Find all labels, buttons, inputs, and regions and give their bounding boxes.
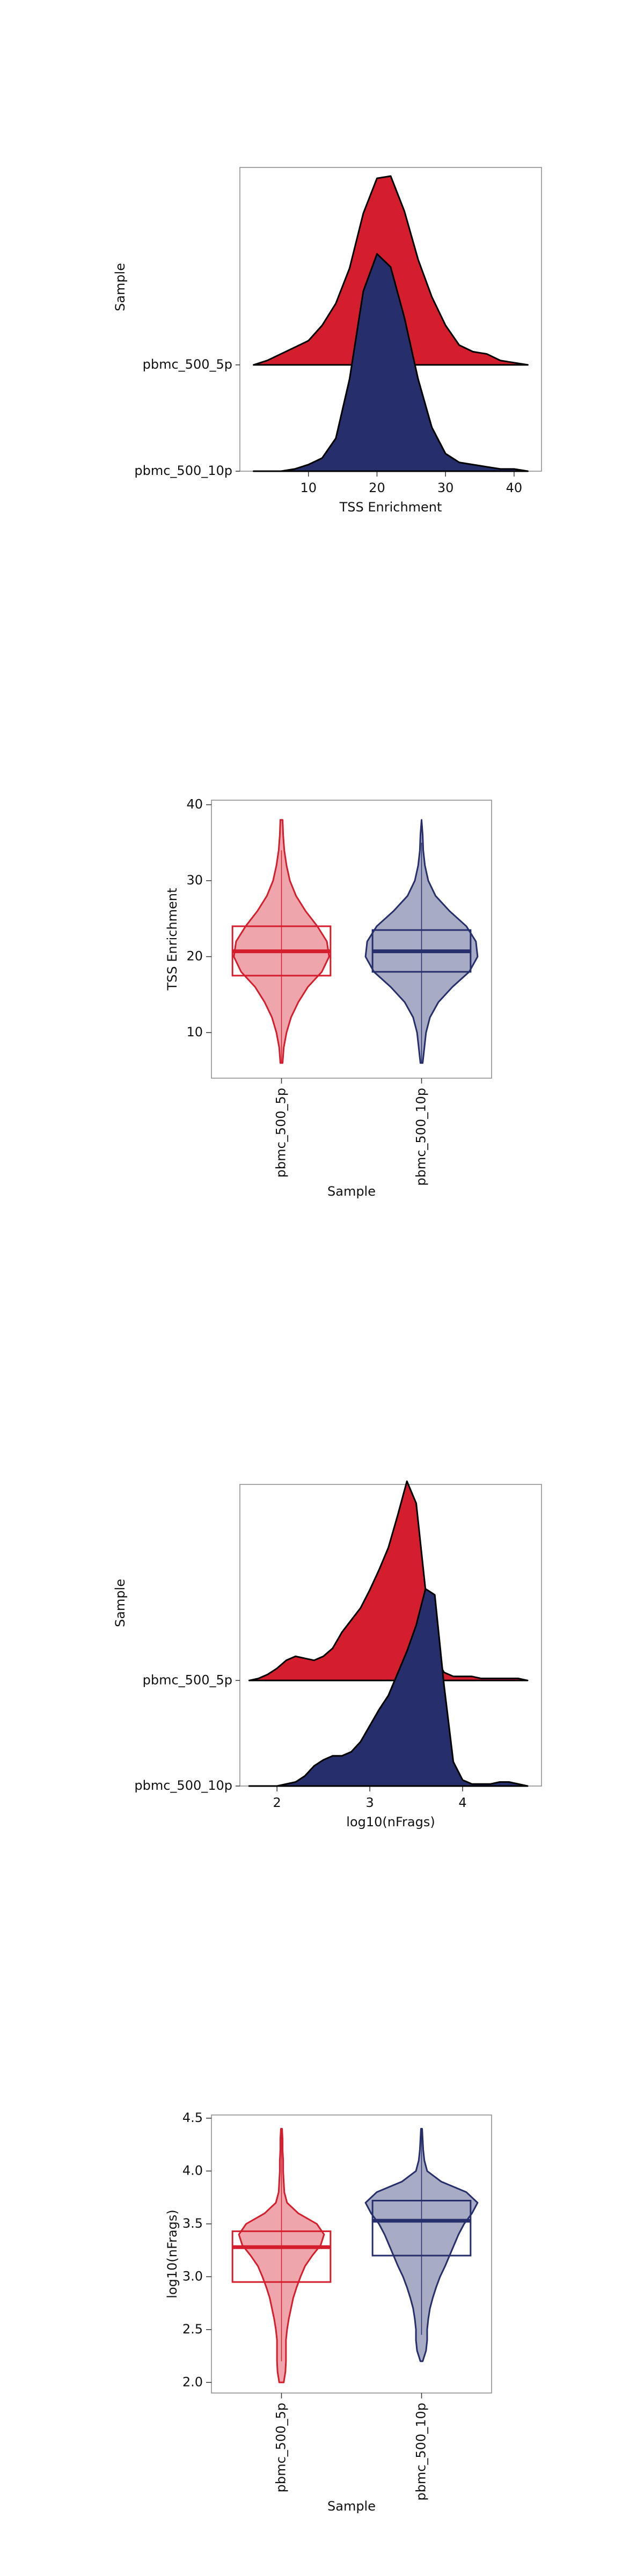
plot-area (211, 800, 492, 1079)
y-axis-label: Sample (113, 263, 128, 311)
x-tick-label: 2 (273, 1795, 281, 1810)
y-tick-label: 3.0 (182, 2268, 203, 2284)
ridge-area (253, 253, 529, 472)
x-tick-label: 30 (437, 480, 454, 495)
plot-area (211, 2114, 492, 2394)
y-tick-label: 20 (186, 949, 203, 964)
ridge-area (248, 1588, 529, 1787)
x-axis-label: TSS Enrichment (339, 500, 442, 515)
y-tick-label: pbmc_500_10p (134, 463, 232, 478)
y-axis-label: TSS Enrichment (165, 888, 180, 991)
x-tick-label: pbmc_500_5p (274, 1088, 289, 1177)
y-tick-label: pbmc_500_5p (143, 357, 232, 372)
x-axis-label: log10(nFrags) (346, 1814, 435, 1829)
x-tick-label: 4 (458, 1795, 466, 1810)
y-axis-label: log10(nFrags) (165, 2209, 180, 2298)
ridge-area (248, 1480, 529, 1681)
y-tick-label: 10 (186, 1024, 203, 1040)
y-tick-label: pbmc_500_10p (134, 1778, 232, 1793)
y-tick-label: 4.0 (182, 2163, 203, 2178)
x-tick-label: 10 (300, 480, 317, 495)
x-axis-label: Sample (327, 2499, 376, 2514)
y-tick-label: 30 (186, 873, 203, 888)
x-tick-label: pbmc_500_5p (274, 2403, 289, 2492)
box (371, 2200, 472, 2257)
x-tick-label: pbmc_500_10p (414, 2403, 429, 2501)
y-axis-label: Sample (113, 1579, 128, 1627)
x-tick-label: 20 (369, 480, 385, 495)
y-tick-label: 40 (186, 796, 203, 811)
x-tick-label: 40 (506, 480, 523, 495)
box (231, 2230, 332, 2283)
y-tick-label: pbmc_500_5p (143, 1672, 232, 1687)
x-axis-label: Sample (327, 1184, 376, 1199)
y-tick-label: 2.5 (182, 2322, 203, 2337)
y-tick-label: 4.5 (182, 2110, 203, 2125)
y-tick-label: 3.5 (182, 2216, 203, 2231)
y-tick-label: 2.0 (182, 2374, 203, 2389)
x-tick-label: 3 (365, 1795, 374, 1810)
x-tick-label: pbmc_500_10p (414, 1088, 429, 1186)
